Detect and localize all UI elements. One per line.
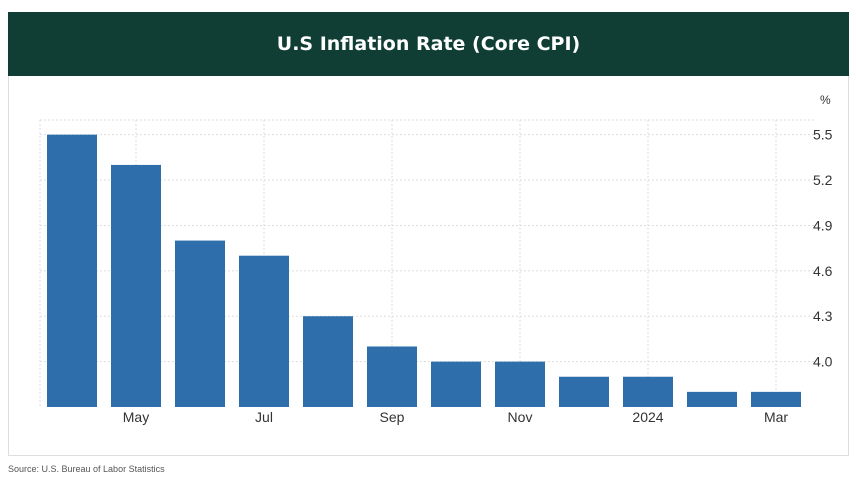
x-tick-label: Mar xyxy=(764,409,788,425)
bar-sep xyxy=(367,346,417,407)
y-axis-unit: % xyxy=(820,93,831,107)
bar-jun xyxy=(175,240,225,407)
y-tick-label: 4.0 xyxy=(813,354,833,370)
chart-frame xyxy=(8,76,849,456)
y-tick-label: 4.6 xyxy=(813,263,833,279)
x-tick-label: Jul xyxy=(255,409,273,425)
y-tick-label: 5.5 xyxy=(813,127,833,143)
bars xyxy=(47,134,801,407)
bar-oct xyxy=(431,361,481,407)
x-tick-label: Nov xyxy=(508,409,533,425)
x-axis-labels: May Jul Sep Nov 2024 Mar xyxy=(123,409,789,425)
bar-jul xyxy=(239,255,289,407)
y-tick-label: 5.2 xyxy=(813,172,833,188)
bar-dec xyxy=(559,376,609,407)
chart-title: U.S Inflation Rate (Core CPI) xyxy=(8,12,849,76)
bar-apr xyxy=(47,134,97,407)
bar-aug xyxy=(303,316,353,407)
source-note: Source: U.S. Bureau of Labor Statistics xyxy=(8,464,165,474)
grid xyxy=(39,119,816,407)
y-axis-labels: 4.0 4.3 4.6 4.9 5.2 5.5 xyxy=(813,127,833,370)
bar-nov xyxy=(495,361,545,407)
x-tick-label: Sep xyxy=(380,409,405,425)
x-tick-label: 2024 xyxy=(632,409,663,425)
bar-2024 xyxy=(623,376,673,407)
y-tick-label: 4.3 xyxy=(813,308,833,324)
y-tick-label: 4.9 xyxy=(813,217,833,233)
bar-may xyxy=(111,164,161,407)
x-tick-label: May xyxy=(123,409,149,425)
bar-mar xyxy=(751,391,801,407)
bar-feb xyxy=(687,391,737,407)
